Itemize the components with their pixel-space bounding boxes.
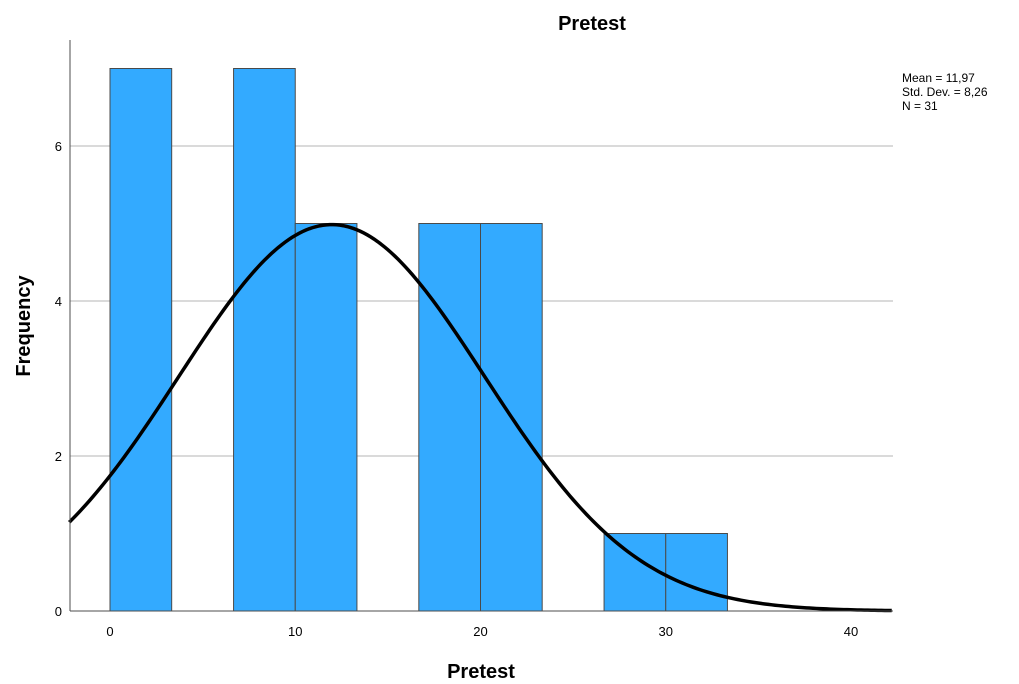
y-tick-label: 2 <box>55 449 62 464</box>
x-tick-label: 10 <box>288 624 302 639</box>
tick-labels: 0 10 20 30 40 0 2 4 6 <box>55 139 858 639</box>
x-tick-label: 40 <box>844 624 858 639</box>
histogram-bar-0 <box>109 68 173 612</box>
x-tick-label: 0 <box>106 624 113 639</box>
histogram-bar-2 <box>233 68 296 612</box>
axes <box>69 40 893 612</box>
y-tick-label: 4 <box>55 294 62 309</box>
stats-n: N = 31 <box>902 99 938 113</box>
x-tick-label: 30 <box>659 624 673 639</box>
y-tick-label: 6 <box>55 139 62 154</box>
stats-std-dev: Std. Dev. = 8,26 <box>902 85 988 99</box>
y-axis-title: Frequency <box>13 275 35 377</box>
chart-title: Pretest <box>558 13 626 35</box>
stats-box: Mean = 11,97 Std. Dev. = 8,26 N = 31 <box>902 71 988 113</box>
x-axis-title: Pretest <box>447 661 515 683</box>
y-tick-label: 0 <box>55 604 62 619</box>
histogram-bar-9 <box>665 533 728 612</box>
histogram-bar-5 <box>418 223 481 612</box>
stats-mean: Mean = 11,97 <box>902 71 975 85</box>
histogram-bar-3 <box>294 223 358 612</box>
normal-curve <box>68 222 892 613</box>
x-tick-label: 20 <box>473 624 487 639</box>
normal-curve-line <box>68 222 892 613</box>
